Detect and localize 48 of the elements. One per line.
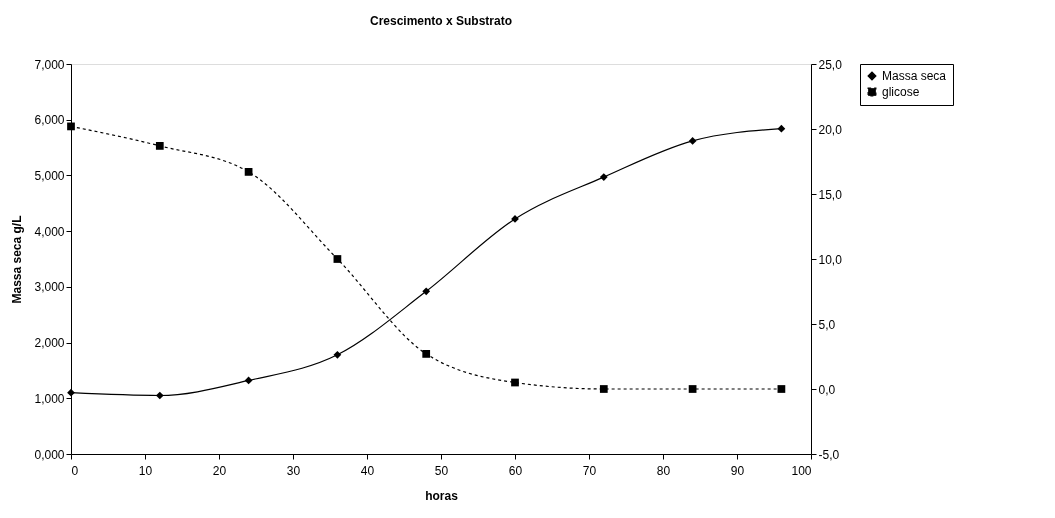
y2-tick-label: 15,0 [818, 187, 843, 202]
y-axis-title: Massa seca g/L [10, 215, 25, 304]
y2-tick-label: 5,0 [818, 317, 836, 332]
y-tick-label: 6,000 [34, 113, 65, 128]
point [155, 142, 164, 150]
point [333, 350, 342, 359]
legend-label: glicose [882, 85, 920, 99]
point [244, 376, 253, 385]
point [777, 385, 786, 393]
y-tick-label: 7,000 [34, 57, 65, 72]
point [688, 385, 697, 393]
y-tick-label: 3,000 [34, 280, 65, 295]
point [422, 287, 431, 296]
x-tick-label: 40 [360, 463, 375, 478]
y-tick-label: 5,000 [34, 168, 65, 183]
point [333, 255, 342, 263]
point [599, 173, 608, 181]
y-tick-label: 4,000 [34, 224, 65, 239]
point [511, 378, 519, 387]
x-tick-label: 10 [138, 463, 153, 478]
y2-tick-label: 25,0 [818, 57, 843, 72]
point [244, 168, 253, 176]
y-tick-label: 1,000 [34, 391, 65, 406]
x-tick-label: 70 [582, 463, 597, 478]
x-tick-label: 50 [434, 463, 449, 478]
legend-label: Massa seca [882, 69, 947, 83]
chart-title: Crescimento x Substrato [369, 14, 513, 28]
y-tick-label: 0,000 [34, 447, 65, 462]
point [67, 122, 75, 131]
point [422, 350, 431, 358]
x-tick-label: 100 [791, 463, 812, 478]
x-tick-label: 20 [212, 463, 227, 478]
point [688, 137, 697, 145]
y2-tick-label: 0,0 [818, 382, 836, 397]
point [777, 124, 786, 133]
y2-tick-label: -5,0 [818, 447, 840, 462]
y-tick-label: 2,000 [34, 336, 65, 351]
x-tick-label: 0 [71, 463, 79, 478]
point [599, 385, 608, 393]
y2-tick-label: 20,0 [818, 122, 843, 137]
x-axis-title: horas [425, 488, 459, 503]
point [155, 391, 164, 400]
x-tick-label: 30 [286, 463, 301, 478]
x-tick-label: 80 [656, 463, 671, 478]
y2-tick-label: 10,0 [818, 252, 843, 267]
point [67, 388, 75, 397]
x-tick-label: 60 [508, 463, 523, 478]
x-tick-label: 90 [730, 463, 745, 478]
